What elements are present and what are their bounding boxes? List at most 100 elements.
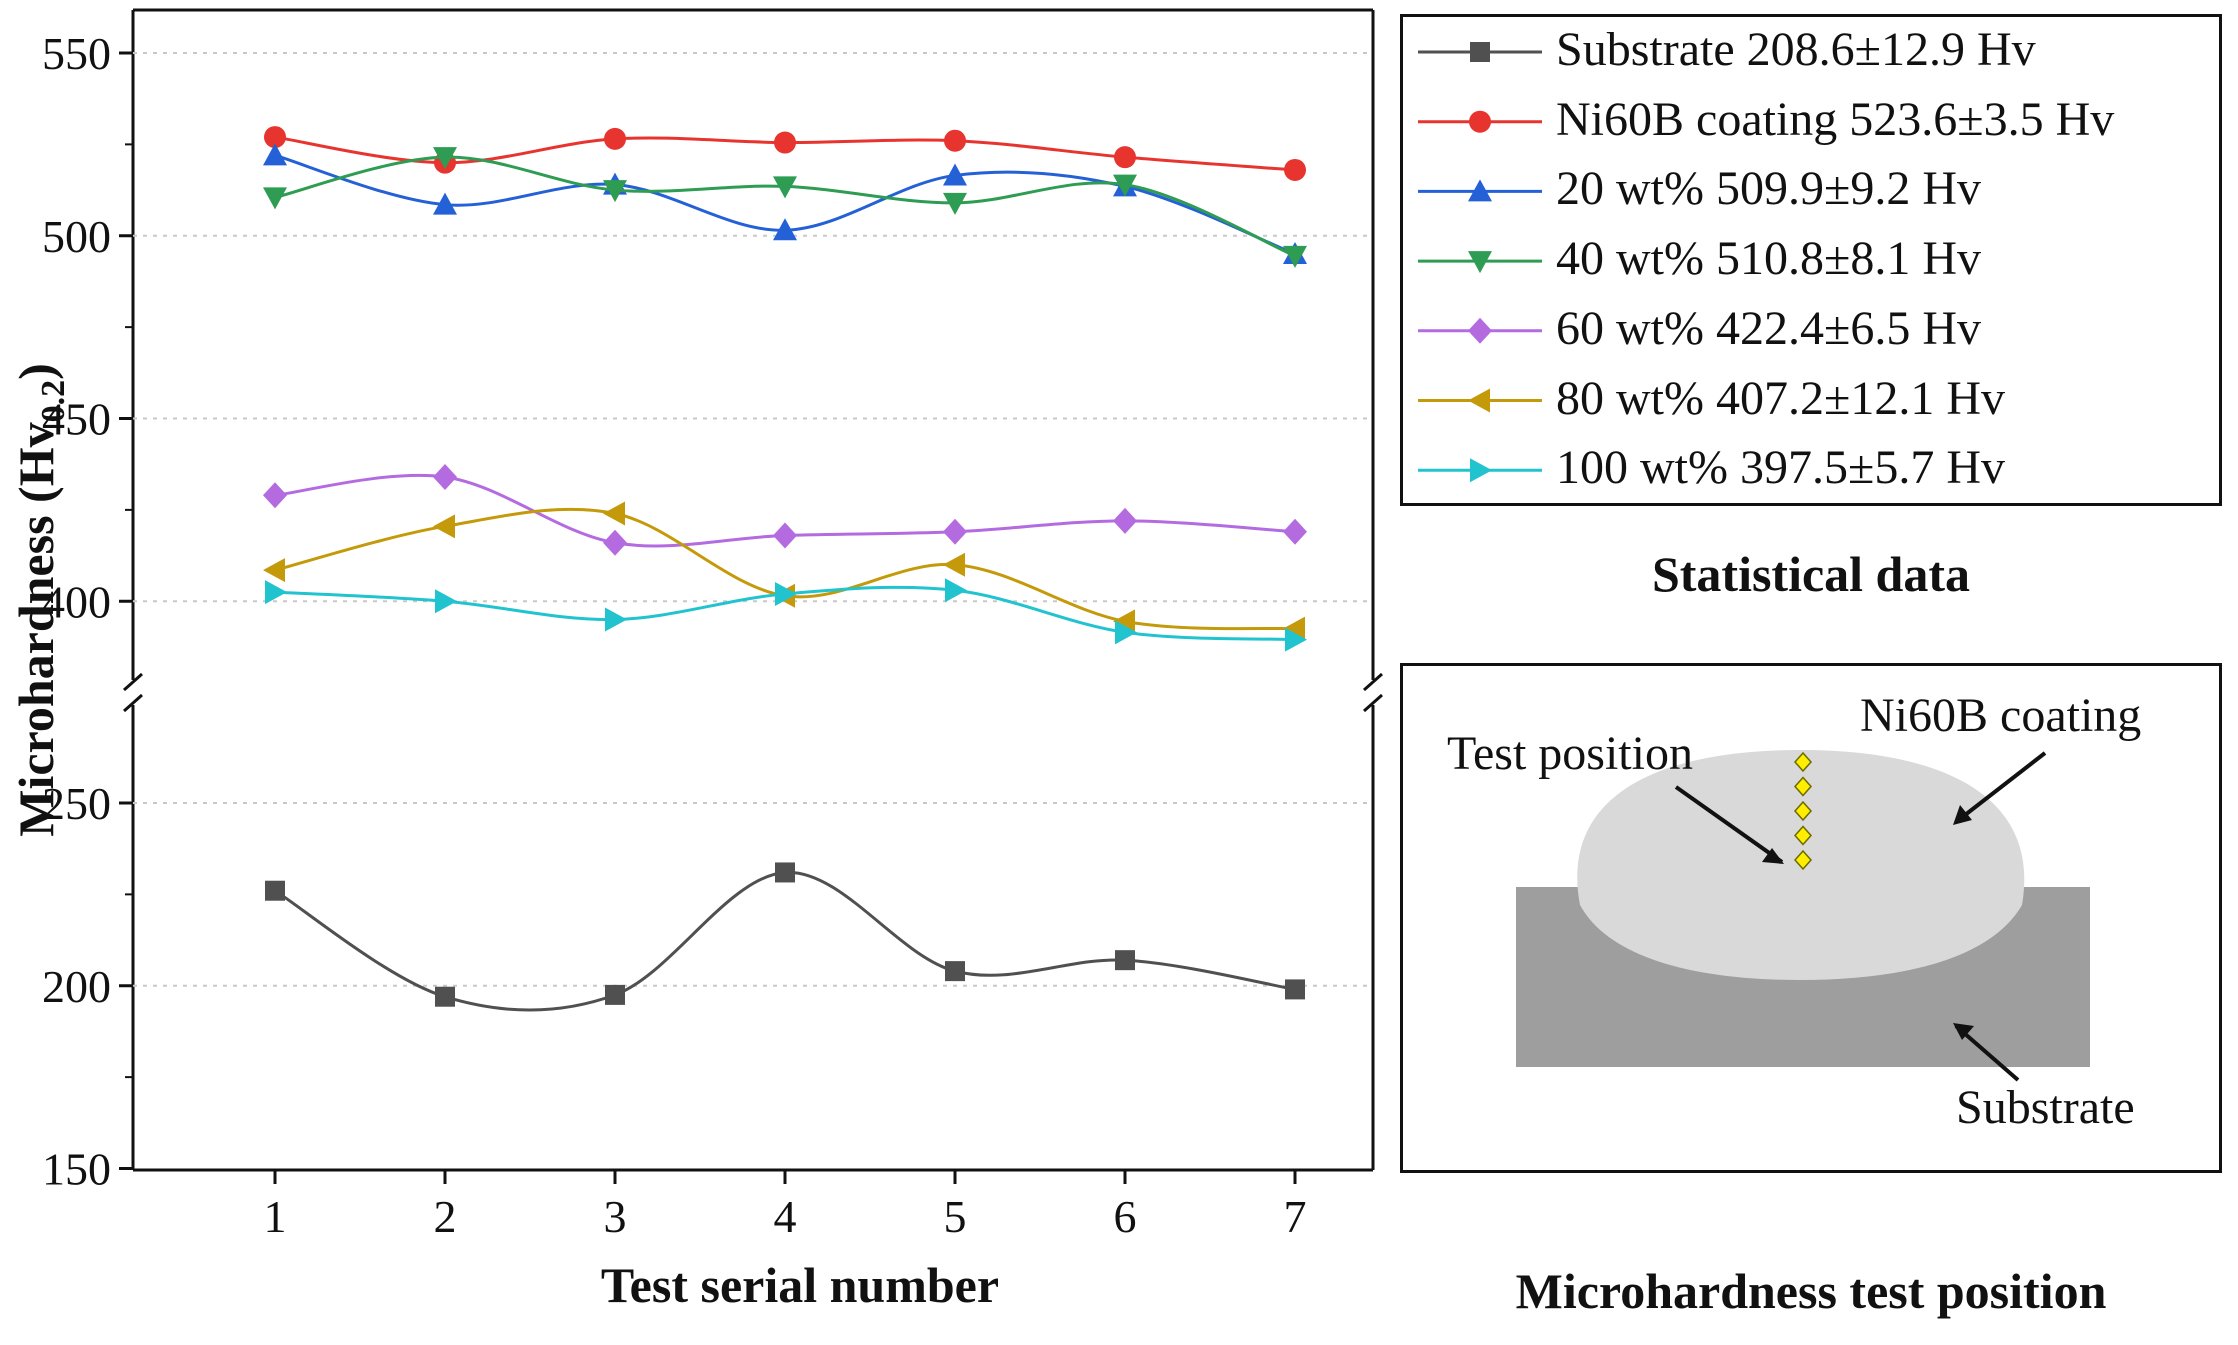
y-tick-label-150: 150 <box>42 1144 111 1195</box>
test-point-2 <box>1793 776 1813 797</box>
data-point-s2-x6 <box>1114 146 1136 169</box>
axis-break-mark-right-1 <box>1363 672 1383 692</box>
data-point-s5-x1 <box>263 482 287 509</box>
series-5 <box>263 463 1307 556</box>
x-tick-label-7: 7 <box>1284 1191 1307 1242</box>
data-point-s4-x3 <box>603 180 627 203</box>
legend-marker-1 <box>1470 42 1490 62</box>
data-point-s3-x1 <box>263 143 287 166</box>
data-point-s5-x3 <box>603 529 627 556</box>
data-point-s4-x6 <box>1113 174 1137 197</box>
substrate-label: Substrate <box>1956 1081 2135 1134</box>
test-point-1 <box>1793 751 1813 773</box>
schematic-title: Microhardness test position <box>1515 1263 2107 1319</box>
data-point-s3-x5 <box>943 163 967 186</box>
data-point-s1-x7 <box>1285 979 1305 1000</box>
legend-label-5: 60 wt% 422.4±6.5 Hv <box>1556 301 1981 355</box>
legend-label-2: Ni60B coating 523.6±3.5 Hv <box>1556 92 2115 146</box>
legend-marker-2 <box>1469 110 1491 133</box>
data-point-s7-x7 <box>1285 627 1307 652</box>
data-point-s4-x2 <box>433 147 457 170</box>
data-point-s7-x4 <box>775 581 797 606</box>
x-axis-label: Test serial number <box>600 1257 1000 1313</box>
chart-area: 550 500 450 400 250 200 150 1 2 3 4 5 6 7 <box>42 8 1383 1242</box>
y-tick-label-550: 550 <box>42 28 111 79</box>
legend-marker-4 <box>1468 251 1492 274</box>
data-point-s2-x3 <box>604 127 626 150</box>
data-point-s7-x6 <box>1115 620 1137 645</box>
axis-break-mark-left-2 <box>123 693 143 713</box>
data-point-s3-x4 <box>773 218 797 241</box>
x-tick-label-5: 5 <box>944 1191 967 1242</box>
data-point-s4-x1 <box>263 187 287 210</box>
data-point-s5-x2 <box>433 463 457 490</box>
x-tick-label-2: 2 <box>434 1191 457 1242</box>
y-tick-label-250: 250 <box>42 778 111 829</box>
data-point-s7-x1 <box>265 580 287 605</box>
y-tick-label-500: 500 <box>42 211 111 262</box>
legend-box <box>1400 14 2222 506</box>
coating-arrow <box>1954 751 2047 824</box>
data-point-s5-x5 <box>943 518 967 545</box>
schematic-box <box>1400 663 2222 1173</box>
legend-marker-5 <box>1468 317 1492 344</box>
test-points <box>1793 751 1813 871</box>
test-point-5 <box>1793 849 1813 871</box>
coating-arrowhead <box>1953 805 1972 825</box>
data-point-s6-x3 <box>603 501 625 526</box>
data-point-s7-x2 <box>435 589 457 614</box>
data-point-s4-x4 <box>773 176 797 199</box>
test-position-arrow <box>1674 785 1784 864</box>
data-point-s1-x6 <box>1115 950 1135 971</box>
legend-label-3: 20 wt% 509.9±9.2 Hv <box>1556 162 1981 216</box>
legend-marker-7 <box>1470 458 1492 483</box>
data-point-s6-x5 <box>943 552 965 577</box>
legend-marker-6 <box>1468 388 1490 413</box>
legend-label-7: 100 wt% 397.5±5.7 Hv <box>1556 441 2005 495</box>
series-7 <box>265 578 1307 652</box>
test-point-3 <box>1793 800 1813 822</box>
data-point-s1-x3 <box>605 984 625 1005</box>
test-position-arrowhead <box>1762 848 1784 864</box>
data-point-s1-x5 <box>945 961 965 982</box>
data-point-s6-x7 <box>1283 616 1305 641</box>
data-point-s5-x6 <box>1113 507 1137 534</box>
y-tick-label-400: 400 <box>42 576 111 627</box>
legend-label-4: 40 wt% 510.8±8.1 Hv <box>1556 232 1981 286</box>
data-point-s2-x5 <box>944 129 966 152</box>
x-tick-label-6: 6 <box>1114 1191 1137 1242</box>
data-point-s3-x2 <box>433 192 457 215</box>
substrate-arrow <box>1954 1024 2020 1082</box>
x-tick-label-3: 3 <box>604 1191 627 1242</box>
test-position-label: Test position <box>1447 727 1693 780</box>
data-point-s4-x5 <box>943 192 967 215</box>
x-tick-label-1: 1 <box>264 1191 287 1242</box>
data-point-s2-x1 <box>264 126 286 149</box>
data-point-s5-x4 <box>773 522 797 549</box>
y-tick-label-450: 450 <box>42 394 111 445</box>
legend-marker-3 <box>1468 179 1492 202</box>
legend-title: Statistical data <box>1651 546 1971 602</box>
data-point-s5-x7 <box>1283 518 1307 545</box>
data-point-s4-x7 <box>1283 245 1307 268</box>
data-point-s7-x5 <box>945 578 967 603</box>
data-point-s1-x2 <box>435 986 455 1007</box>
data-point-s6-x2 <box>433 514 455 539</box>
substrate-arrowhead <box>1953 1023 1974 1040</box>
data-point-s1-x4 <box>775 862 795 883</box>
legend-label-6: 80 wt% 407.2±12.1 Hv <box>1556 371 2005 425</box>
data-point-s6-x6 <box>1113 609 1135 634</box>
data-point-s2-x4 <box>774 131 796 154</box>
axis-break-mark-right-2 <box>1363 693 1383 713</box>
series-1 <box>265 862 1305 1012</box>
coating-label: Ni60B coating <box>1860 689 2142 742</box>
x-tick-label-4: 4 <box>774 1191 797 1242</box>
legend-label-1: Substrate 208.6±12.9 Hv <box>1556 23 2036 76</box>
data-point-s1-x1 <box>265 880 285 901</box>
axis-break-mark-left-1 <box>123 672 143 692</box>
test-point-4 <box>1793 825 1813 846</box>
